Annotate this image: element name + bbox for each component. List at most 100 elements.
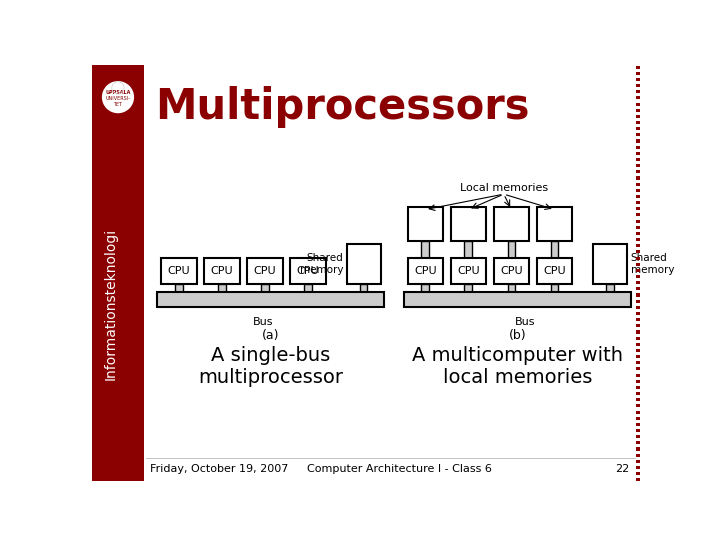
Bar xyxy=(636,256,640,260)
Bar xyxy=(636,404,640,408)
Bar xyxy=(636,454,640,457)
Bar xyxy=(636,177,640,179)
Bar xyxy=(636,121,640,124)
Bar xyxy=(636,170,640,173)
Text: CPU: CPU xyxy=(297,266,320,276)
Bar xyxy=(636,374,640,377)
Bar xyxy=(636,343,640,346)
Text: CPU: CPU xyxy=(168,266,190,276)
Bar xyxy=(508,241,516,258)
Bar xyxy=(636,103,640,106)
Bar xyxy=(636,213,640,217)
Bar xyxy=(636,183,640,186)
Bar xyxy=(636,232,640,235)
Bar xyxy=(636,448,640,450)
Bar xyxy=(636,127,640,130)
Text: CPU: CPU xyxy=(211,266,233,276)
Text: CPU: CPU xyxy=(457,266,480,276)
Bar xyxy=(464,284,472,292)
Bar xyxy=(346,244,381,284)
Bar xyxy=(290,258,326,284)
Bar xyxy=(636,109,640,112)
Bar xyxy=(636,336,640,340)
Bar xyxy=(305,284,312,292)
Bar xyxy=(636,410,640,414)
Bar xyxy=(636,423,640,426)
Bar xyxy=(636,251,640,253)
Bar xyxy=(636,281,640,284)
Bar xyxy=(421,241,429,258)
Bar xyxy=(636,146,640,148)
Bar xyxy=(508,284,516,292)
Text: Multiprocessors: Multiprocessors xyxy=(155,86,529,128)
Text: A single-bus
multiprocessor: A single-bus multiprocessor xyxy=(198,346,343,387)
Bar xyxy=(636,330,640,334)
Bar xyxy=(92,65,144,481)
Text: A multicomputer with
local memories: A multicomputer with local memories xyxy=(412,346,623,387)
Bar xyxy=(636,244,640,247)
Bar xyxy=(175,284,183,292)
Text: CPU: CPU xyxy=(414,266,436,276)
Text: CPU: CPU xyxy=(253,266,276,276)
Bar xyxy=(636,189,640,192)
Bar xyxy=(408,258,443,284)
Text: CPU: CPU xyxy=(500,266,523,276)
Bar xyxy=(636,398,640,401)
Text: Computer Architecture I - Class 6: Computer Architecture I - Class 6 xyxy=(307,464,492,474)
Bar xyxy=(636,392,640,395)
Bar xyxy=(636,460,640,463)
Bar xyxy=(636,90,640,93)
Bar xyxy=(606,284,614,292)
Text: (a): (a) xyxy=(262,329,279,342)
Bar xyxy=(636,466,640,469)
Bar xyxy=(636,386,640,389)
Text: Local memories: Local memories xyxy=(459,184,548,193)
Bar xyxy=(636,472,640,475)
Bar xyxy=(636,152,640,155)
Bar xyxy=(636,164,640,167)
Text: UNIVERSI-: UNIVERSI- xyxy=(105,96,130,101)
Bar xyxy=(636,207,640,210)
Bar xyxy=(636,115,640,118)
Bar xyxy=(636,349,640,352)
Bar xyxy=(551,284,559,292)
Bar xyxy=(537,258,572,284)
Text: Shared
memory: Shared memory xyxy=(631,253,675,275)
Bar xyxy=(636,139,640,143)
Text: TET: TET xyxy=(114,102,122,106)
Bar xyxy=(636,201,640,204)
Bar xyxy=(636,72,640,75)
Bar xyxy=(636,325,640,327)
Bar xyxy=(537,207,572,241)
Text: (b): (b) xyxy=(508,329,526,342)
Bar xyxy=(408,207,443,241)
Bar xyxy=(161,258,197,284)
Bar xyxy=(593,244,627,284)
Text: 22: 22 xyxy=(615,464,629,474)
Text: Friday, October 19, 2007: Friday, October 19, 2007 xyxy=(150,464,289,474)
Bar xyxy=(636,367,640,370)
Bar xyxy=(636,318,640,321)
Bar xyxy=(636,269,640,272)
Bar xyxy=(636,429,640,432)
Text: Informationsteknologi: Informationsteknologi xyxy=(103,227,117,380)
Text: Shared
memory: Shared memory xyxy=(300,253,343,275)
Bar xyxy=(636,158,640,161)
Bar xyxy=(421,284,429,292)
Bar xyxy=(636,287,640,291)
Bar xyxy=(451,207,486,241)
Bar xyxy=(636,262,640,266)
Text: Bus: Bus xyxy=(515,316,535,327)
Bar xyxy=(636,84,640,87)
Bar xyxy=(636,417,640,420)
Bar xyxy=(636,312,640,315)
Bar xyxy=(551,241,559,258)
Bar xyxy=(636,133,640,137)
Bar xyxy=(636,300,640,303)
Text: CPU: CPU xyxy=(544,266,566,276)
Bar xyxy=(204,258,240,284)
Bar xyxy=(636,294,640,296)
Bar xyxy=(636,361,640,365)
Bar xyxy=(636,441,640,444)
Bar xyxy=(218,284,226,292)
